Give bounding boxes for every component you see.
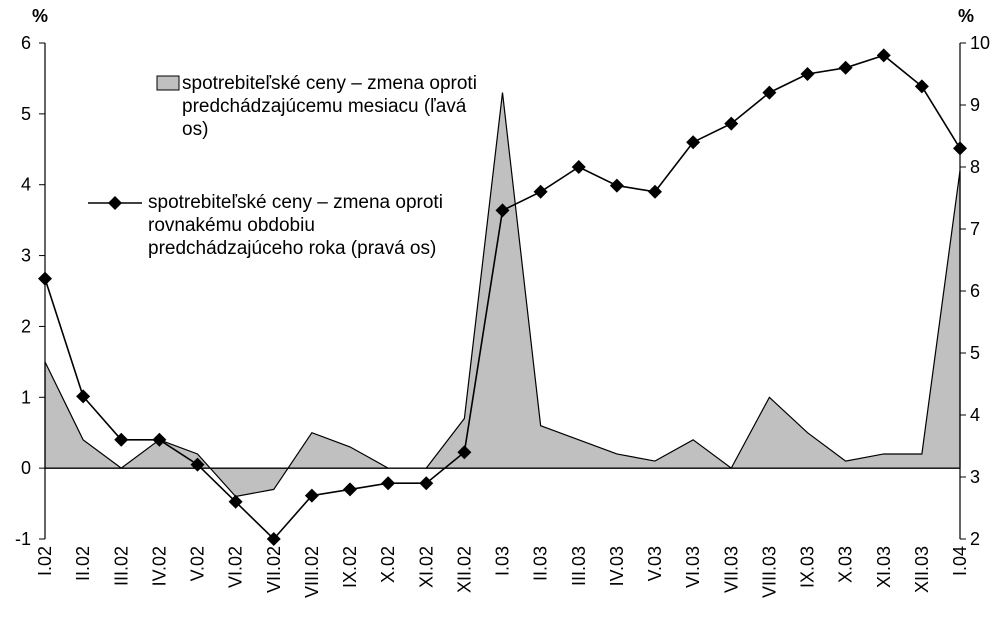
x-tick-label: IV.02 <box>149 546 169 586</box>
marker <box>914 79 929 94</box>
marker <box>533 184 548 199</box>
x-tick-label: XII.02 <box>454 546 474 593</box>
legend-marker <box>108 196 122 210</box>
x-tick-label: VI.02 <box>226 546 246 588</box>
x-tick-label: I.03 <box>493 546 513 576</box>
y-tick-label: 4 <box>21 175 31 195</box>
y2-tick-label: 3 <box>970 467 980 487</box>
x-tick-label: XI.03 <box>874 546 894 588</box>
marker <box>686 135 701 150</box>
y-tick-label: 0 <box>21 458 31 478</box>
x-tick-label: VI.03 <box>683 546 703 588</box>
y-tick-label: 2 <box>21 316 31 336</box>
x-tick-label: XII.03 <box>912 546 932 593</box>
marker <box>648 184 662 199</box>
y2-tick-label: 9 <box>970 95 980 115</box>
x-tick-label: XI.02 <box>416 546 436 588</box>
marker <box>800 67 815 81</box>
marker <box>343 482 357 497</box>
marker <box>304 488 319 503</box>
marker <box>571 160 586 174</box>
x-tick-label: IV.03 <box>607 546 627 586</box>
y2-tick-label: 7 <box>970 219 980 239</box>
x-tick-label: VIII.03 <box>759 546 779 598</box>
y2-tick-label: 8 <box>970 157 980 177</box>
marker <box>609 178 624 193</box>
marker <box>38 271 52 286</box>
marker <box>419 476 434 491</box>
y-axis-label: % <box>32 6 48 26</box>
marker <box>724 116 739 131</box>
x-tick-label: I.04 <box>950 546 970 576</box>
y2-axis-label: % <box>958 6 974 26</box>
x-tick-label: X.03 <box>836 546 856 583</box>
marker <box>953 141 967 156</box>
legend-label: spotrebiteľské ceny – zmena oproti rovna… <box>148 192 443 259</box>
x-tick-label: IX.03 <box>798 546 818 588</box>
marker <box>457 445 472 460</box>
x-tick-label: V.03 <box>645 546 665 581</box>
y2-tick-label: 6 <box>970 281 980 301</box>
y-tick-label: 1 <box>21 387 31 407</box>
marker <box>762 85 777 100</box>
y-tick-label: -1 <box>15 529 31 549</box>
x-tick-label: VII.03 <box>721 546 741 593</box>
y2-tick-label: 5 <box>970 343 980 363</box>
x-tick-label: VIII.02 <box>302 546 322 598</box>
marker <box>266 532 281 546</box>
marker <box>190 457 205 472</box>
marker <box>152 432 167 447</box>
x-tick-label: II.03 <box>531 546 551 581</box>
y2-tick-label: 4 <box>970 405 980 425</box>
y-tick-label: 6 <box>21 33 31 53</box>
x-tick-label: II.02 <box>73 546 93 581</box>
marker <box>228 494 243 509</box>
x-tick-label: III.02 <box>111 546 131 586</box>
x-tick-label: X.02 <box>378 546 398 583</box>
marker <box>76 389 91 404</box>
y2-tick-label: 2 <box>970 529 980 549</box>
x-tick-label: I.02 <box>35 546 55 576</box>
marker <box>876 48 891 63</box>
area <box>44 92 961 498</box>
y2-tick-label: 10 <box>970 33 990 53</box>
marker <box>495 203 510 218</box>
x-tick-label: IX.02 <box>340 546 360 588</box>
y-tick-label: 3 <box>21 246 31 266</box>
x-tick-label: VII.02 <box>264 546 284 593</box>
x-tick-label: V.02 <box>188 546 208 581</box>
legend-label: spotrebiteľské ceny – zmena oproti predc… <box>182 73 477 140</box>
marker <box>114 432 129 447</box>
x-tick-label: III.03 <box>569 546 589 586</box>
legend-swatch <box>156 75 180 91</box>
y-tick-label: 5 <box>21 104 31 124</box>
marker <box>838 60 853 75</box>
marker <box>381 476 396 491</box>
